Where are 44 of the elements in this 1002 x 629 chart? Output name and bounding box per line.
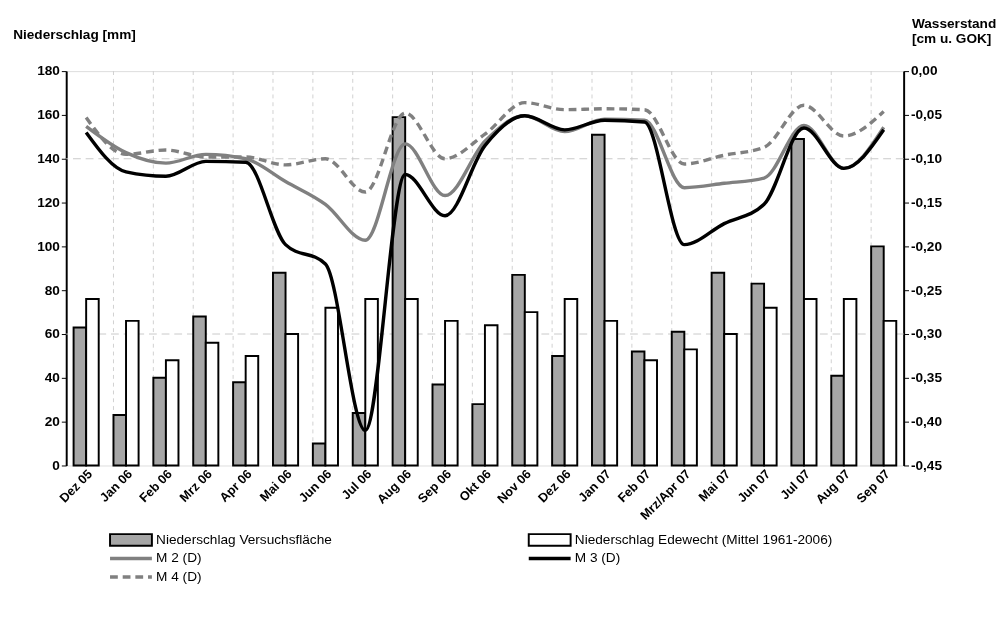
y-tick-label: 120 bbox=[37, 194, 61, 210]
legend-label: Niederschlag Versuchsfläche bbox=[156, 531, 332, 547]
x-tick-label: Jan 07 bbox=[575, 467, 614, 505]
y-tick-label: 60 bbox=[44, 326, 61, 342]
x-tick-label: Mai 07 bbox=[695, 467, 734, 505]
y2-tick-label: -0,45 bbox=[910, 457, 943, 473]
x-tick-label: Apr 06 bbox=[216, 467, 255, 505]
y-tick-label: 40 bbox=[44, 370, 61, 386]
y2-tick-label: -0,35 bbox=[910, 370, 943, 386]
legend-label: M 4 (D) bbox=[156, 568, 202, 584]
y2-tick-label: -0,05 bbox=[910, 107, 943, 123]
y-tick-label: 100 bbox=[37, 238, 61, 254]
x-tick-label: Jul 07 bbox=[777, 467, 813, 503]
y-tick-label: 140 bbox=[37, 151, 61, 167]
legend-label: M 3 (D) bbox=[574, 550, 621, 566]
y2-axis-title: Wasserstand [cm u. GOK] bbox=[911, 15, 997, 47]
x-tick-label: Mai 06 bbox=[257, 467, 295, 505]
y2-tick-label: -0,15 bbox=[910, 194, 943, 210]
y-axis-title: Niederschlag [mm] bbox=[13, 27, 136, 43]
x-tick-label: Jul 06 bbox=[339, 467, 375, 503]
y2-tick-label: -0,40 bbox=[910, 414, 943, 430]
x-tick-label: Aug 07 bbox=[813, 467, 853, 507]
x-tick-label: Sep 07 bbox=[853, 467, 893, 506]
x-tick-label: Dez 06 bbox=[535, 467, 574, 506]
x-tick-label: Sep 06 bbox=[415, 467, 455, 506]
x-tick-label: Feb 06 bbox=[136, 467, 175, 506]
y2-tick-label: -0,30 bbox=[910, 326, 943, 342]
y-tick-label: 20 bbox=[44, 414, 61, 430]
x-tick-label: Mrz 06 bbox=[177, 467, 215, 505]
x-tick-label: Aug 06 bbox=[374, 467, 415, 507]
y2-tick-label: 0,00 bbox=[910, 63, 938, 79]
x-tick-label: Okt 06 bbox=[456, 467, 494, 505]
legend-label: M 2 (D) bbox=[156, 550, 202, 566]
y-tick-label: 160 bbox=[37, 107, 61, 123]
y-tick-label: 0 bbox=[52, 457, 61, 473]
x-tick-label: Jun 06 bbox=[296, 467, 335, 506]
x-tick-label: Jun 07 bbox=[734, 467, 774, 506]
y2-tick-label: -0,20 bbox=[910, 238, 943, 254]
y-tick-label: 80 bbox=[44, 282, 61, 298]
y2-tick-label: -0,10 bbox=[910, 151, 943, 167]
y-tick-label: 180 bbox=[37, 63, 61, 79]
legend-label: Niederschlag Edewecht (Mittel 1961-2006) bbox=[574, 531, 833, 547]
x-tick-label: Jan 06 bbox=[97, 467, 136, 505]
y2-tick-label: -0,25 bbox=[910, 282, 943, 298]
